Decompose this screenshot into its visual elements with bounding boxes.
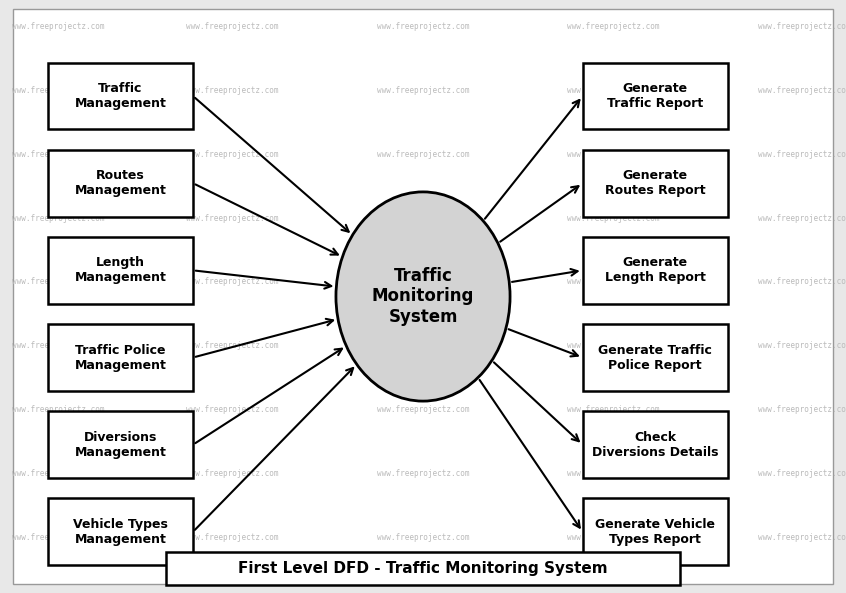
Text: Traffic
Management: Traffic Management xyxy=(74,82,167,110)
Text: www.freeprojectz.com: www.freeprojectz.com xyxy=(758,213,846,222)
Text: Generate Traffic
Police Report: Generate Traffic Police Report xyxy=(598,343,712,372)
Text: www.freeprojectz.com: www.freeprojectz.com xyxy=(186,22,278,31)
Ellipse shape xyxy=(336,192,510,401)
Text: www.freeprojectz.com: www.freeprojectz.com xyxy=(376,149,470,158)
Text: www.freeprojectz.com: www.freeprojectz.com xyxy=(568,86,660,95)
Text: www.freeprojectz.com: www.freeprojectz.com xyxy=(186,406,278,415)
Text: www.freeprojectz.com: www.freeprojectz.com xyxy=(758,86,846,95)
Bar xyxy=(48,63,193,129)
Text: www.freeprojectz.com: www.freeprojectz.com xyxy=(758,149,846,158)
Text: www.freeprojectz.com: www.freeprojectz.com xyxy=(568,406,660,415)
Text: www.freeprojectz.com: www.freeprojectz.com xyxy=(568,278,660,286)
Text: www.freeprojectz.com: www.freeprojectz.com xyxy=(186,278,278,286)
Text: www.freeprojectz.com: www.freeprojectz.com xyxy=(186,213,278,222)
Text: www.freeprojectz.com: www.freeprojectz.com xyxy=(568,149,660,158)
Text: Generate Vehicle
Types Report: Generate Vehicle Types Report xyxy=(595,518,715,546)
Text: www.freeprojectz.com: www.freeprojectz.com xyxy=(12,469,104,478)
Text: Generate
Length Report: Generate Length Report xyxy=(605,256,706,285)
Bar xyxy=(583,150,728,216)
Text: www.freeprojectz.com: www.freeprojectz.com xyxy=(12,22,104,31)
Text: www.freeprojectz.com: www.freeprojectz.com xyxy=(186,149,278,158)
Text: www.freeprojectz.com: www.freeprojectz.com xyxy=(758,469,846,478)
Bar xyxy=(583,63,728,129)
Text: www.freeprojectz.com: www.freeprojectz.com xyxy=(12,533,104,542)
Text: www.freeprojectz.com: www.freeprojectz.com xyxy=(376,406,470,415)
Text: www.freeprojectz.com: www.freeprojectz.com xyxy=(376,342,470,350)
Text: Generate
Traffic Report: Generate Traffic Report xyxy=(607,82,703,110)
Text: www.freeprojectz.com: www.freeprojectz.com xyxy=(568,22,660,31)
Text: First Level DFD - Traffic Monitoring System: First Level DFD - Traffic Monitoring Sys… xyxy=(239,561,607,576)
Bar xyxy=(583,237,728,304)
Text: www.freeprojectz.com: www.freeprojectz.com xyxy=(758,533,846,542)
Text: Check
Diversions Details: Check Diversions Details xyxy=(592,431,718,459)
Bar xyxy=(48,499,193,565)
Text: www.freeprojectz.com: www.freeprojectz.com xyxy=(12,213,104,222)
Text: www.freeprojectz.com: www.freeprojectz.com xyxy=(376,533,470,542)
Text: www.freeprojectz.com: www.freeprojectz.com xyxy=(186,469,278,478)
Text: www.freeprojectz.com: www.freeprojectz.com xyxy=(12,278,104,286)
Text: Generate
Routes Report: Generate Routes Report xyxy=(605,169,706,197)
Text: www.freeprojectz.com: www.freeprojectz.com xyxy=(568,469,660,478)
Text: www.freeprojectz.com: www.freeprojectz.com xyxy=(186,533,278,542)
Text: Vehicle Types
Management: Vehicle Types Management xyxy=(73,518,168,546)
Text: www.freeprojectz.com: www.freeprojectz.com xyxy=(758,278,846,286)
Text: www.freeprojectz.com: www.freeprojectz.com xyxy=(186,342,278,350)
Text: Routes
Management: Routes Management xyxy=(74,169,167,197)
Text: www.freeprojectz.com: www.freeprojectz.com xyxy=(376,469,470,478)
Bar xyxy=(48,324,193,391)
Bar xyxy=(48,237,193,304)
Text: www.freeprojectz.com: www.freeprojectz.com xyxy=(758,342,846,350)
Text: www.freeprojectz.com: www.freeprojectz.com xyxy=(376,22,470,31)
Text: www.freeprojectz.com: www.freeprojectz.com xyxy=(376,86,470,95)
Text: www.freeprojectz.com: www.freeprojectz.com xyxy=(12,86,104,95)
FancyBboxPatch shape xyxy=(13,9,833,584)
Text: Traffic Police
Management: Traffic Police Management xyxy=(74,343,167,372)
Text: Length
Management: Length Management xyxy=(74,256,167,285)
Text: www.freeprojectz.com: www.freeprojectz.com xyxy=(376,213,470,222)
Bar xyxy=(583,499,728,565)
Text: www.freeprojectz.com: www.freeprojectz.com xyxy=(376,278,470,286)
Bar xyxy=(166,551,680,585)
Bar xyxy=(48,150,193,216)
Text: Diversions
Management: Diversions Management xyxy=(74,431,167,459)
Bar xyxy=(583,412,728,478)
Text: www.freeprojectz.com: www.freeprojectz.com xyxy=(568,213,660,222)
Text: www.freeprojectz.com: www.freeprojectz.com xyxy=(568,342,660,350)
Text: www.freeprojectz.com: www.freeprojectz.com xyxy=(12,406,104,415)
Text: www.freeprojectz.com: www.freeprojectz.com xyxy=(568,533,660,542)
Bar xyxy=(48,412,193,478)
Text: Traffic
Monitoring
System: Traffic Monitoring System xyxy=(371,267,475,326)
Text: www.freeprojectz.com: www.freeprojectz.com xyxy=(758,22,846,31)
Text: www.freeprojectz.com: www.freeprojectz.com xyxy=(12,342,104,350)
Bar xyxy=(583,324,728,391)
Text: www.freeprojectz.com: www.freeprojectz.com xyxy=(12,149,104,158)
Text: www.freeprojectz.com: www.freeprojectz.com xyxy=(186,86,278,95)
Text: www.freeprojectz.com: www.freeprojectz.com xyxy=(758,406,846,415)
